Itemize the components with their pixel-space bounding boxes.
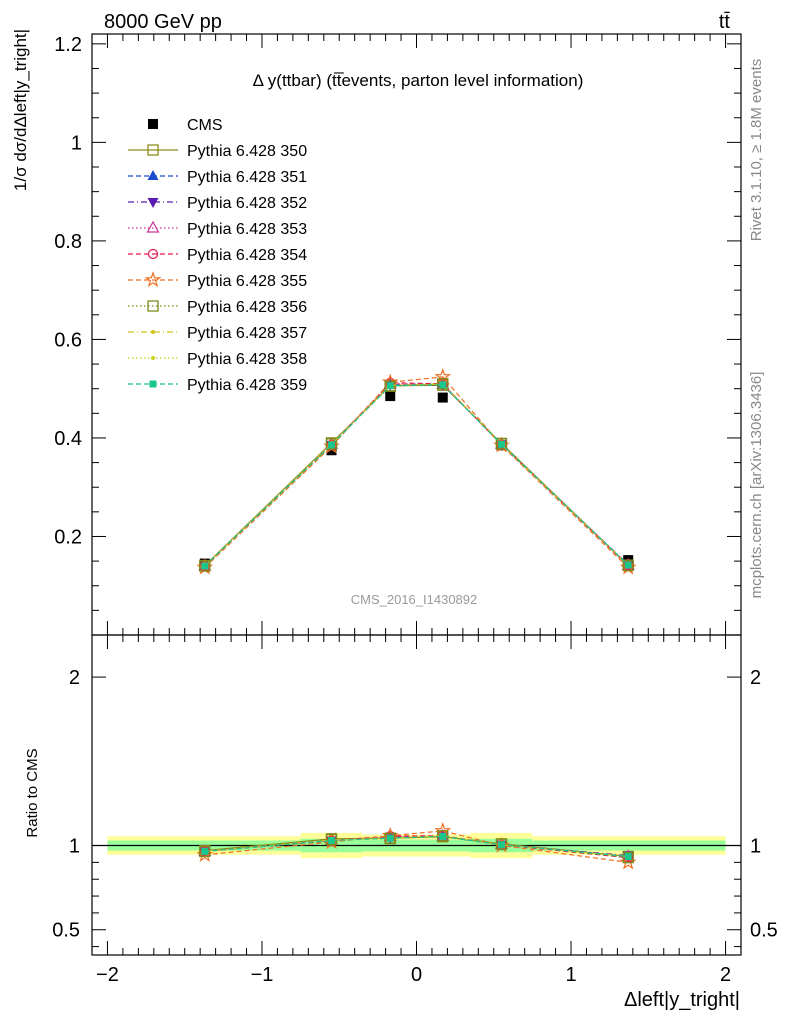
series-line-pythia-6-428-351 xyxy=(204,384,629,567)
x-axis-label: Δleft|y_tright| xyxy=(624,989,740,1011)
data-point-pythia-6-428-356 xyxy=(384,380,396,392)
legend-marker-pythia-6-428-354 xyxy=(147,248,159,260)
legend-label: Pythia 6.428 357 xyxy=(187,325,307,342)
legend-marker-pythia-6-428-358 xyxy=(151,356,155,360)
ratio-y-tick-label-right: 1 xyxy=(750,836,761,858)
series-line-pythia-6-428-356 xyxy=(204,383,629,567)
ratio-point-pythia-6-428-359 xyxy=(328,836,336,844)
legend-label: CMS xyxy=(187,117,223,134)
legend-label: Pythia 6.428 356 xyxy=(187,299,307,316)
x-tick-label: −2 xyxy=(96,964,119,986)
rivet-label: Rivet 3.1.10, ≥ 1.8M events xyxy=(748,59,765,242)
data-point-pythia-6-428-355 xyxy=(434,368,452,385)
y-tick-label: 1 xyxy=(71,132,82,154)
data-point-cms xyxy=(385,391,396,402)
ratio-point-pythia-6-428-359 xyxy=(201,847,209,855)
y-tick-label: 1.2 xyxy=(54,34,82,56)
axes-layer: −2 −1 0 1 2 0.2 0.4 0.6 0.8 1 1.2 0.5 0.5 1 1 2 2 xyxy=(52,33,778,986)
legend-label: Pythia 6.428 354 xyxy=(187,247,307,264)
y-tick-label: 0.4 xyxy=(54,428,82,450)
ratio-point-pythia-6-428-356 xyxy=(437,830,449,842)
ratio-line-pythia-6-428-355 xyxy=(204,830,629,863)
legend-label: Pythia 6.428 350 xyxy=(187,143,307,160)
series-line-pythia-6-428-355 xyxy=(204,376,629,568)
data-point-pythia-6-428-356 xyxy=(199,560,211,572)
legend-marker-pythia-6-428-352 xyxy=(147,198,159,208)
y-tick-label: 0.6 xyxy=(54,329,82,351)
data-point-cms xyxy=(437,392,448,403)
series-line-pythia-6-428-353 xyxy=(204,383,629,567)
data-point-pythia-6-428-359 xyxy=(201,562,209,570)
legend-label: Pythia 6.428 359 xyxy=(187,377,307,394)
y-tick-label: 0.8 xyxy=(54,231,82,253)
series-line-pythia-6-428-358 xyxy=(204,383,629,567)
series-line-pythia-6-428-359 xyxy=(204,384,629,567)
legend-label: Pythia 6.428 355 xyxy=(187,273,307,290)
series-line-pythia-6-428-350 xyxy=(204,384,629,566)
ratio-line-pythia-6-428-359 xyxy=(204,835,629,858)
ratio-point-pythia-6-428-356 xyxy=(622,852,634,864)
ratio-point-pythia-6-428-359 xyxy=(497,841,505,849)
legend-marker-pythia-6-428-355 xyxy=(144,271,162,288)
ratio-y-tick-label-right: 0.5 xyxy=(750,920,778,942)
ratio-y-tick-label: 1 xyxy=(69,836,80,858)
main-y-axis-label: 1/σ dσ/dΔleft|y_tright| xyxy=(11,29,30,191)
ratio-y-tick-label-right: 2 xyxy=(750,667,761,689)
legend-marker-cms xyxy=(148,119,158,129)
series-line-pythia-6-428-352 xyxy=(204,384,629,567)
ratio-point-pythia-6-428-359 xyxy=(386,834,394,842)
main-series-layer xyxy=(196,368,637,575)
watermark: CMS_2016_I1430892 xyxy=(351,592,478,607)
ratio-series-layer xyxy=(196,822,637,870)
x-tick-label: −1 xyxy=(251,964,274,986)
legend-label: Pythia 6.428 358 xyxy=(187,351,307,368)
data-point-pythia-6-428-356 xyxy=(622,559,634,572)
legend-marker-pythia-6-428-351 xyxy=(147,170,159,180)
legend-label: Pythia 6.428 351 xyxy=(187,169,307,186)
x-tick-label: 1 xyxy=(565,964,576,986)
x-tick-label: 0 xyxy=(411,964,422,986)
data-point-pythia-6-428-359 xyxy=(497,440,505,448)
legend-marker-pythia-6-428-353 xyxy=(146,220,160,233)
energy-label: 8000 GeV pp xyxy=(104,11,222,33)
series-line-pythia-6-428-357 xyxy=(204,383,629,567)
data-point-pythia-6-428-359 xyxy=(386,382,394,390)
data-point-pythia-6-428-359 xyxy=(328,441,336,449)
ratio-y-tick-label: 0.5 xyxy=(52,920,80,942)
series-line-pythia-6-428-354 xyxy=(204,382,629,567)
legend-label: Pythia 6.428 353 xyxy=(187,221,307,238)
plot-title: Δ y(ttbar) (tt̅events, parton level info… xyxy=(253,71,584,90)
ratio-y-tick-label: 2 xyxy=(69,667,80,689)
data-point-pythia-6-428-359 xyxy=(624,561,632,569)
legend: CMS Pythia 6.428 350 Pythia 6.428 351 Pythi… xyxy=(128,117,307,394)
mcplots-label: mcplots.cern.ch [arXiv:1306.3436] xyxy=(748,372,765,599)
data-point-pythia-6-428-356 xyxy=(325,438,338,450)
legend-marker-pythia-6-428-357 xyxy=(151,330,155,334)
data-point-pythia-6-428-359 xyxy=(439,381,447,389)
x-tick-label: 2 xyxy=(720,964,731,986)
y-tick-label: 0.2 xyxy=(54,526,82,548)
process-label: tt̄ xyxy=(719,11,731,33)
data-point-pythia-6-428-356 xyxy=(437,378,449,390)
ratio-point-pythia-6-428-359 xyxy=(439,832,447,840)
data-point-pythia-6-428-356 xyxy=(495,438,508,450)
legend-label: Pythia 6.428 352 xyxy=(187,195,307,212)
ratio-point-pythia-6-428-359 xyxy=(624,852,632,860)
ratio-y-axis-label: Ratio to CMS xyxy=(24,748,41,837)
legend-marker-pythia-6-428-356 xyxy=(147,300,159,312)
ratio-frame xyxy=(91,634,742,956)
legend-marker-pythia-6-428-359 xyxy=(149,380,157,388)
legend-marker-pythia-6-428-350 xyxy=(147,144,159,156)
